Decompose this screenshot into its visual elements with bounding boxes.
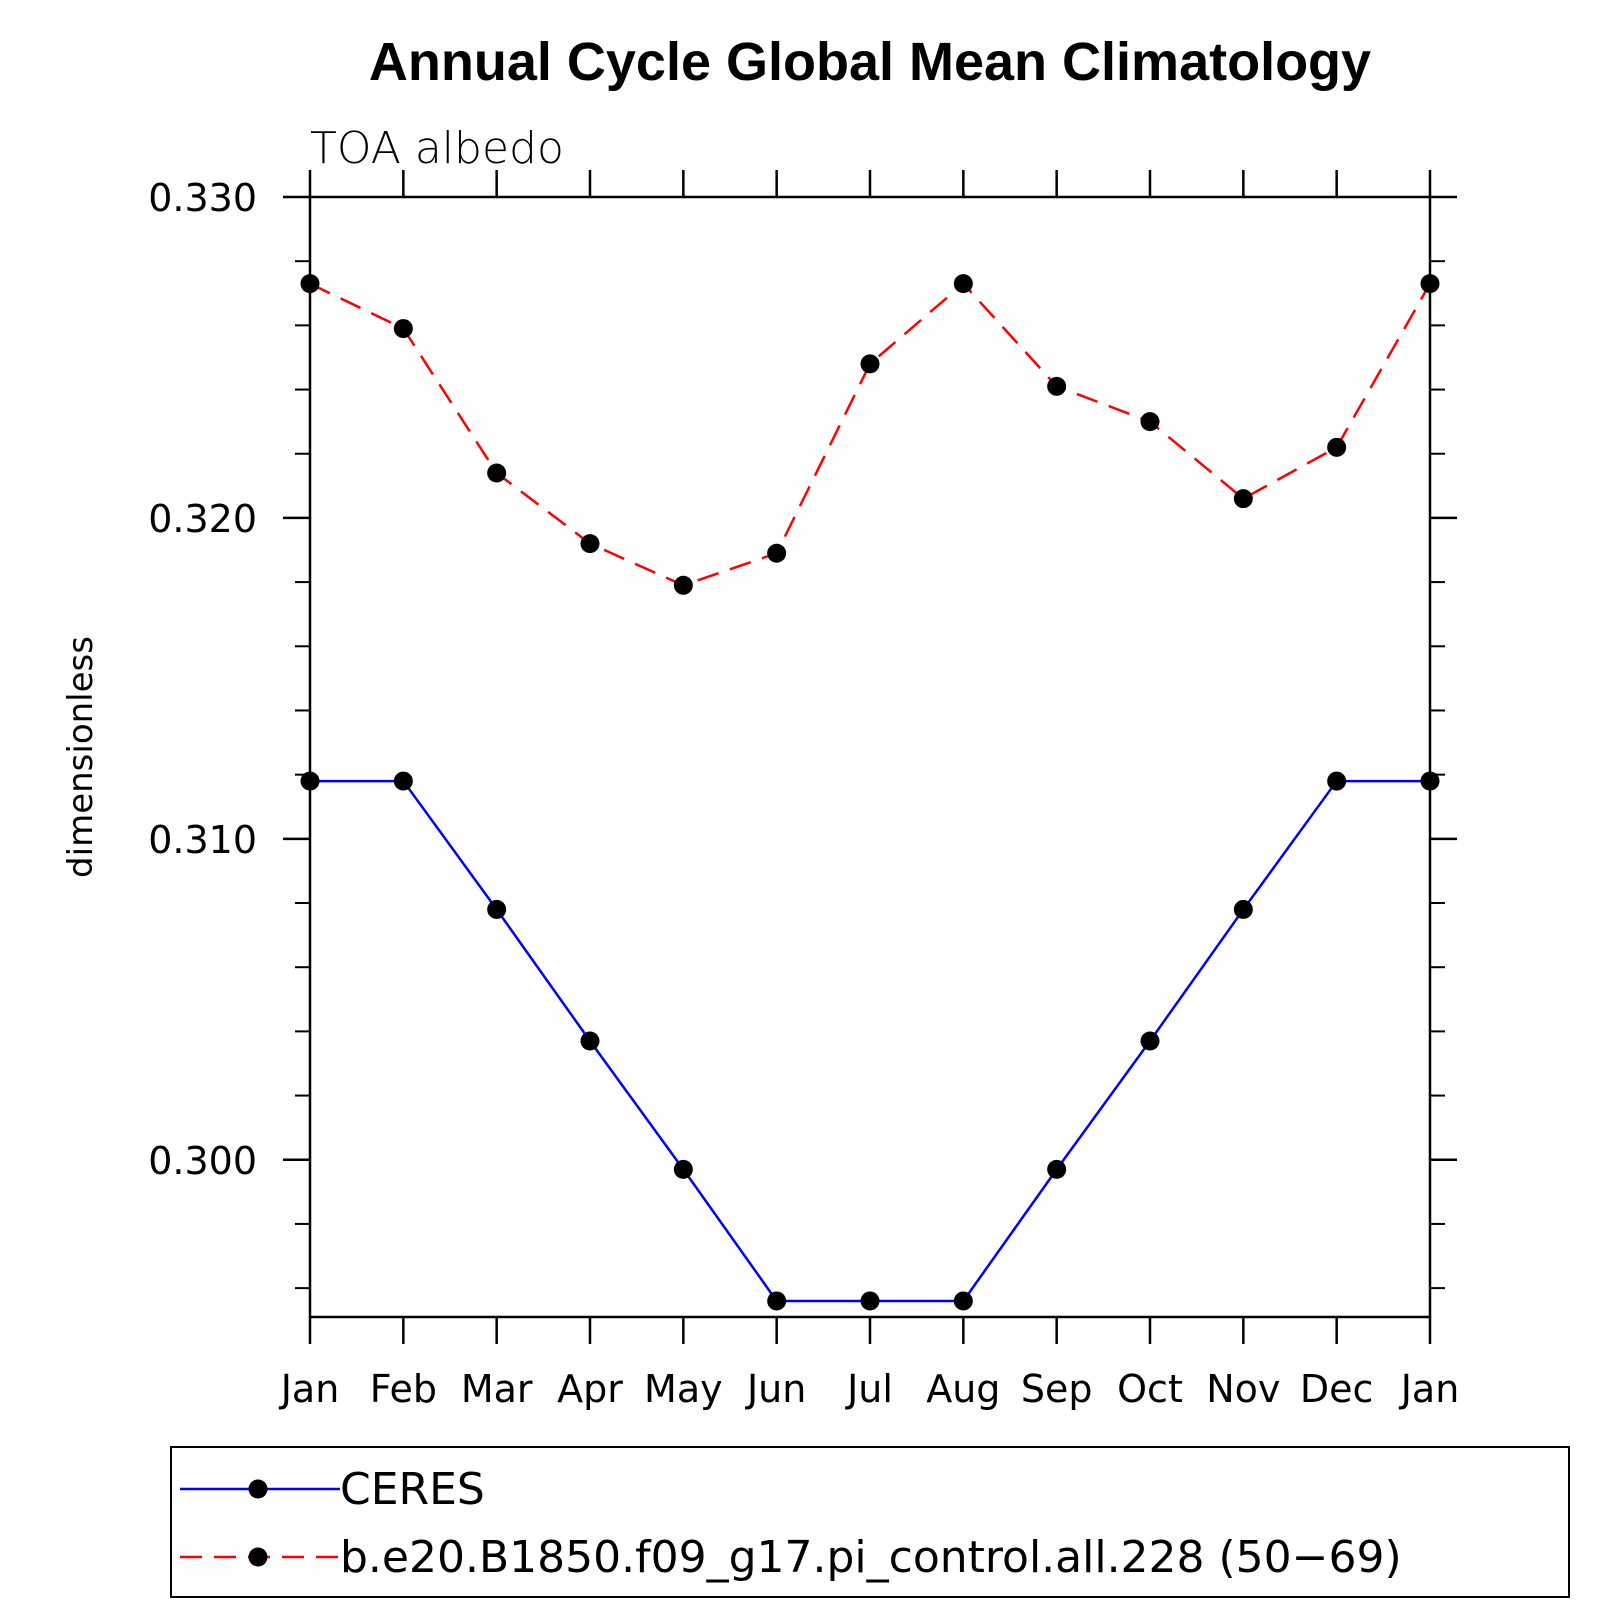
legend: CERES b.e20.B1850.f09_g17.pi_control.all.… (170, 1446, 1570, 1598)
x-tick-label: Jan (279, 1367, 340, 1411)
x-tick-label: Dec (1300, 1367, 1374, 1411)
data-point (1327, 771, 1347, 791)
y-tick-label: 0.320 (148, 497, 257, 541)
legend-marker (248, 1479, 268, 1499)
legend-label: b.e20.B1850.f09_g17.pi_control.all.228 (… (340, 1532, 1402, 1583)
x-tick-label: Mar (461, 1367, 533, 1411)
series-layer (300, 274, 1440, 1311)
data-point (1420, 771, 1440, 791)
data-point (487, 463, 507, 483)
x-tick-label: Sep (1021, 1367, 1093, 1411)
data-point (767, 1291, 787, 1311)
data-point (1047, 1159, 1067, 1179)
data-point (673, 575, 693, 595)
legend-box (170, 1446, 1570, 1598)
y-tick-label: 0.310 (148, 818, 257, 862)
legend-marker (248, 1547, 268, 1567)
legend-label: CERES (340, 1464, 485, 1515)
data-point (1140, 1031, 1160, 1051)
data-point (767, 543, 787, 563)
x-tick-label: Oct (1117, 1367, 1183, 1411)
series-0 (300, 771, 1440, 1311)
x-tick-label: Nov (1206, 1367, 1280, 1411)
series-line (309, 281, 1432, 587)
data-point (487, 899, 507, 919)
data-point (1420, 274, 1440, 294)
x-tick-label: Feb (370, 1367, 437, 1411)
chart-subtitle: TOA albedo (310, 123, 564, 174)
chart-title: Annual Cycle Global Mean Climatology (369, 32, 1371, 92)
data-point (860, 354, 880, 374)
y-axis-label: dimensionless (61, 636, 101, 878)
y-tick-label: 0.330 (148, 176, 257, 220)
y-tick-label: 0.300 (148, 1139, 257, 1183)
data-point (953, 1291, 973, 1311)
data-point (580, 534, 600, 554)
data-point (1327, 437, 1347, 457)
data-point (953, 274, 973, 294)
data-point (1047, 376, 1067, 396)
data-point (393, 771, 413, 791)
x-tick-label: May (644, 1367, 723, 1411)
data-point (393, 319, 413, 339)
data-point (1233, 899, 1253, 919)
data-point (1233, 489, 1253, 509)
data-point (300, 274, 320, 294)
data-point (580, 1031, 600, 1051)
axes: Jan Feb Mar Apr May Jun Jul Aug Sep Oct Nov Dec Jan 0… (148, 170, 1459, 1411)
data-point (1140, 412, 1160, 432)
x-tick-label: Jan (1399, 1367, 1460, 1411)
x-tick-label: Jul (845, 1367, 893, 1411)
series-line (310, 779, 1430, 1303)
x-tick-label: Jun (745, 1367, 806, 1411)
x-tick-label: Aug (926, 1367, 1000, 1411)
series-1 (300, 274, 1440, 595)
x-tick-label: Apr (557, 1367, 623, 1411)
data-point (673, 1159, 693, 1179)
data-point (860, 1291, 880, 1311)
data-point (300, 771, 320, 791)
